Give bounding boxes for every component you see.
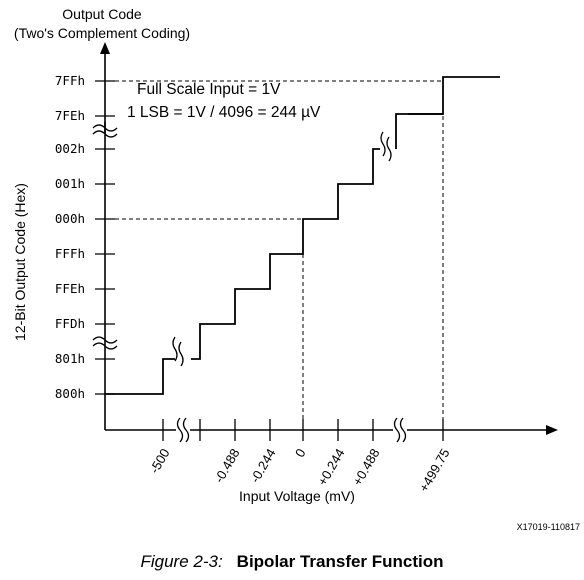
x-axis-break-left-icon: [176, 417, 190, 443]
y-axis: [92, 42, 118, 430]
x-tick-label: +0.488: [350, 446, 383, 488]
y-tick-label: 002h: [55, 141, 85, 156]
header-line-1: Output Code: [62, 6, 142, 22]
header-line-2: (Two's Complement Coding): [14, 25, 190, 41]
y-tick-label: 801h: [55, 351, 85, 366]
y-tick-label: FFFh: [55, 246, 85, 261]
annotation-lsb: 1 LSB = 1V / 4096 = 244 µV: [127, 104, 321, 121]
y-tick-label: FFDh: [55, 316, 85, 331]
x-tick-label: -0.488: [211, 446, 242, 485]
step-break-upper-icon: [380, 131, 392, 162]
dashed-guides: [115, 80, 444, 430]
caption-label: Figure 2-3:: [140, 552, 223, 571]
x-tick-label: -500: [147, 446, 173, 476]
y-axis-arrow-icon: [100, 42, 110, 54]
step-break-lower-icon: [172, 336, 184, 367]
y-tick-label: 000h: [55, 211, 85, 226]
y-tick-label: 7FEh: [55, 108, 85, 123]
annotation-full-scale: Full Scale Input = 1V: [137, 81, 281, 98]
x-tick-label: 0: [292, 446, 309, 460]
y-axis-break-lower-icon: [92, 336, 118, 350]
caption-title: Bipolar Transfer Function: [236, 552, 444, 571]
x-tick-label: -0.244: [247, 446, 278, 485]
x-axis: [105, 417, 558, 443]
y-ticks: [95, 80, 115, 395]
y-tick-label: 800h: [55, 386, 85, 401]
x-axis-arrow-icon: [546, 425, 558, 435]
x-axis-break-right-icon: [393, 417, 407, 443]
y-tick-label: 7FFh: [55, 73, 85, 88]
x-tick-label: +0.244: [315, 446, 348, 488]
x-tick-label: +499.75: [416, 446, 453, 495]
figure-caption: Figure 2-3: Bipolar Transfer Function: [0, 552, 584, 572]
y-axis-title: 12-Bit Output Code (Hex): [12, 183, 28, 341]
figure-id: X17019-110817: [517, 522, 580, 532]
y-tick-label: FFEh: [55, 281, 85, 296]
x-axis-title: Input Voltage (mV): [239, 488, 355, 504]
y-tick-label: 001h: [55, 176, 85, 191]
y-axis-break-upper-icon: [92, 124, 118, 138]
